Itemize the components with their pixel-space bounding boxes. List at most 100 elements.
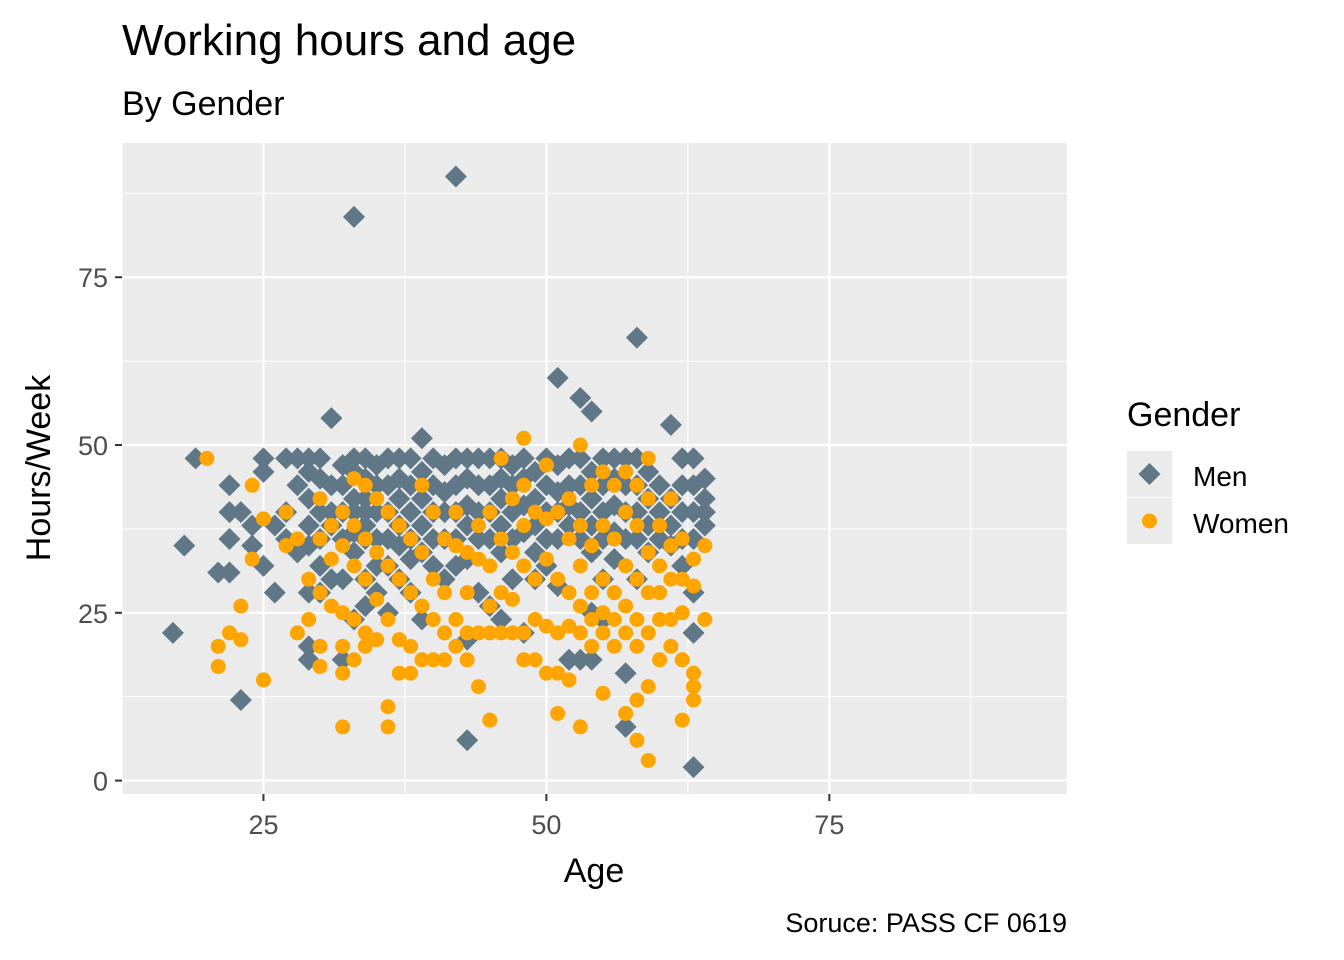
data-point-men: [682, 501, 705, 524]
data-point-men: [693, 501, 716, 524]
data-point-men: [297, 487, 320, 510]
data-point-women: [674, 571, 690, 587]
data-point-women: [572, 518, 588, 534]
y-axis: 0 25 50 75: [78, 263, 122, 797]
data-point-women: [572, 598, 588, 614]
data-point-women: [482, 598, 498, 614]
data-point-men: [648, 501, 671, 524]
data-point-women: [527, 504, 543, 520]
data-point-women: [640, 679, 656, 695]
data-point-women: [686, 679, 702, 695]
data-point-men: [467, 447, 490, 470]
data-point-women: [323, 518, 339, 534]
data-point-women: [595, 464, 611, 480]
data-point-women: [674, 531, 690, 547]
data-point-women: [629, 571, 645, 587]
data-point-women: [584, 638, 600, 654]
data-point-men: [614, 474, 637, 497]
data-point-men: [331, 568, 354, 591]
data-point-women: [504, 491, 520, 507]
data-point-women: [652, 652, 668, 668]
data-point-men: [478, 447, 501, 470]
data-point-men: [693, 467, 716, 490]
x-tick-label: 25: [248, 810, 278, 840]
data-point-women: [448, 612, 464, 628]
data-point-men: [490, 487, 513, 510]
data-point-women: [369, 632, 385, 648]
data-point-women: [618, 705, 634, 721]
data-point-men: [637, 460, 660, 483]
data-point-women: [233, 598, 249, 614]
data-point-women: [504, 591, 520, 607]
data-point-women: [674, 712, 690, 728]
data-point-women: [335, 665, 351, 681]
data-point-men: [444, 447, 467, 470]
data-point-women: [391, 518, 407, 534]
data-point-men: [456, 514, 479, 537]
data-point-men: [399, 501, 422, 524]
data-point-women: [493, 450, 509, 466]
data-point-women: [686, 551, 702, 567]
data-point-women: [561, 491, 577, 507]
data-point-women: [437, 531, 453, 547]
data-point-men: [569, 501, 592, 524]
data-point-women: [244, 477, 260, 493]
data-point-men: [161, 621, 184, 644]
data-point-men: [693, 487, 716, 510]
data-point-women: [618, 625, 634, 641]
data-point-women: [629, 692, 645, 708]
data-point-women: [652, 518, 668, 534]
data-point-men: [365, 527, 388, 550]
data-point-men: [591, 447, 614, 470]
data-point-women: [493, 531, 509, 547]
data-point-women: [403, 585, 419, 601]
data-point-women: [448, 538, 464, 554]
data-point-women: [369, 544, 385, 560]
data-point-women: [448, 504, 464, 520]
series-women: [199, 430, 713, 768]
data-point-men: [320, 568, 343, 591]
data-point-men: [207, 561, 230, 584]
data-point-women: [595, 685, 611, 701]
data-point-men: [467, 501, 490, 524]
x-axis: 25 50 75: [248, 794, 844, 840]
data-point-women: [470, 679, 486, 695]
data-point-men: [456, 729, 479, 752]
data-point-men: [388, 447, 411, 470]
data-point-women: [686, 578, 702, 594]
data-point-men: [343, 205, 366, 228]
chart-title: Working hours and age: [122, 16, 576, 65]
data-point-men: [478, 527, 501, 550]
data-point-men: [263, 581, 286, 604]
data-point-women: [278, 504, 294, 520]
data-point-men: [558, 474, 581, 497]
data-point-men: [671, 474, 694, 497]
data-point-men: [365, 501, 388, 524]
x-tick-label: 50: [531, 810, 561, 840]
data-point-women: [629, 518, 645, 534]
data-point-men: [331, 648, 354, 671]
data-point-men: [252, 447, 275, 470]
data-point-women: [516, 477, 532, 493]
data-point-men: [297, 635, 320, 658]
data-point-men: [625, 501, 648, 524]
data-point-women: [606, 612, 622, 628]
data-point-women: [346, 471, 362, 487]
data-point-women: [618, 504, 634, 520]
legend-symbol-men: [1138, 463, 1161, 485]
data-point-men: [399, 474, 422, 497]
data-point-men: [614, 662, 637, 685]
data-point-men: [490, 514, 513, 537]
data-point-women: [629, 732, 645, 748]
data-point-men: [580, 648, 603, 671]
data-point-men: [580, 400, 603, 423]
data-point-women: [255, 511, 271, 527]
data-point-women: [674, 605, 690, 621]
data-point-women: [550, 571, 566, 587]
data-point-women: [516, 518, 532, 534]
data-point-women: [437, 652, 453, 668]
data-point-women: [538, 618, 554, 634]
data-point-women: [629, 477, 645, 493]
data-point-women: [425, 571, 441, 587]
data-point-men: [625, 326, 648, 349]
